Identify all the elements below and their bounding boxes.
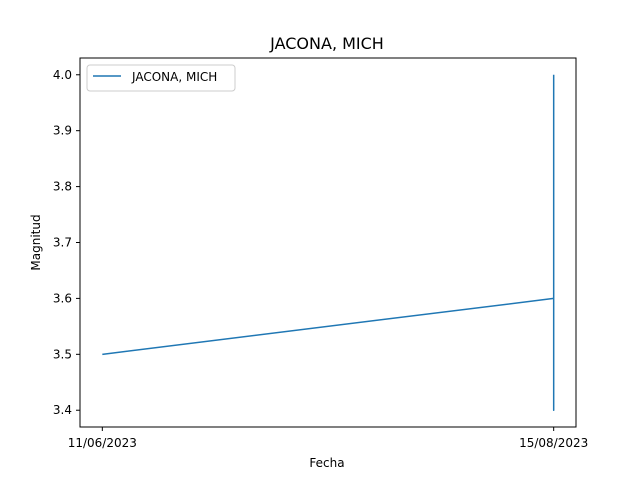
x-tick-label-0: 11/06/2023 (68, 436, 137, 450)
legend: JACONA, MICH (86, 64, 236, 92)
series-layer (102, 74, 555, 411)
y-tick-label-1: 3.5 (53, 347, 72, 361)
y-tick-label-4: 3.8 (53, 180, 72, 194)
y-tick-label-2: 3.6 (53, 291, 72, 305)
legend-label: JACONA, MICH (131, 70, 217, 84)
x-axis-ticks: 11/06/2023 15/08/2023 (68, 427, 588, 450)
series-line-0 (102, 74, 555, 411)
y-axis-ticks: 3.4 3.5 3.6 3.7 3.8 3.9 4.0 (53, 68, 80, 417)
plot-area (80, 58, 576, 427)
y-tick-label-3: 3.7 (53, 236, 72, 250)
y-tick-label-0: 3.4 (53, 403, 72, 417)
chart-title: JACONA, MICH (269, 34, 384, 53)
y-tick-label-5: 3.9 (53, 124, 72, 138)
y-tick-label-6: 4.0 (53, 68, 72, 82)
y-axis-label: Magnitud (29, 214, 43, 270)
x-axis-label: Fecha (309, 456, 344, 470)
legend-frame (86, 64, 236, 92)
x-tick-label-1: 15/08/2023 (519, 436, 588, 450)
